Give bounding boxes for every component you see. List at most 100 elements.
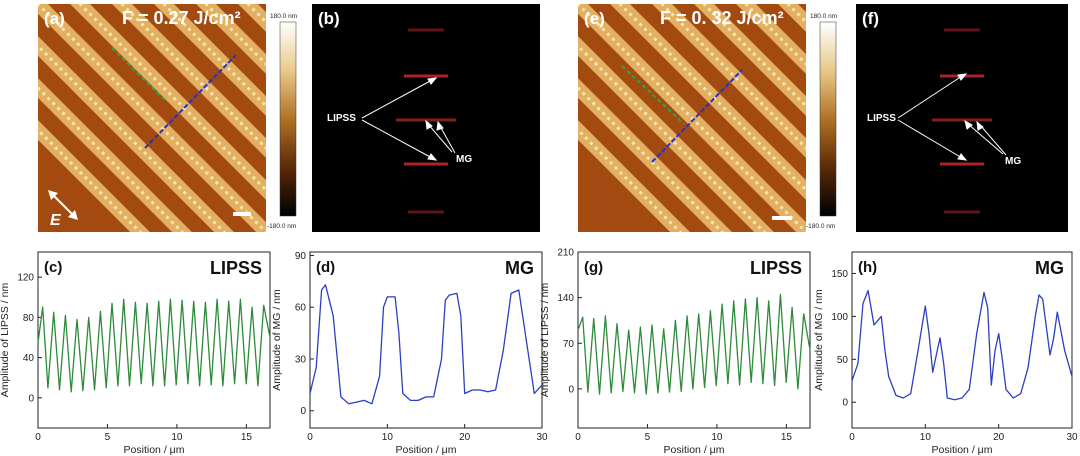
y-tick-label: 100	[831, 312, 848, 323]
colorbar-1: 180.0 nm -180.0 nm	[267, 13, 297, 230]
afm-ridge-texture	[161, 4, 266, 109]
panel-label-e: (e)	[584, 9, 605, 28]
fft-spot	[408, 210, 444, 214]
plot-frame	[37, 251, 271, 429]
x-tick-label: 10	[171, 432, 183, 443]
x-tick-label: 0	[849, 432, 855, 443]
y-tick-label: 90	[295, 251, 307, 262]
y-axis-label: Amplitude of LIPSS / nm	[0, 283, 11, 398]
x-tick-label: 10	[920, 432, 932, 443]
fft-spot	[932, 118, 992, 122]
afm-ridge-texture	[203, 4, 266, 67]
y-tick-label: 150	[831, 269, 848, 280]
chart-title: MG	[1035, 258, 1064, 278]
fft-spot	[396, 118, 456, 122]
profile-line-blue-e	[651, 69, 743, 163]
y-tick-label: 0	[28, 393, 34, 404]
fluence-label-e: F = 0. 32 J/cm²	[660, 8, 784, 28]
fft-spot	[404, 74, 448, 78]
x-tick-label: 10	[711, 432, 723, 443]
y-tick-label: 0	[300, 406, 306, 417]
chart-g: 0 5 10 15 0 70 140 210 Position / μm Amplitude of…	[539, 248, 811, 456]
y-axis-label: Amplitude of MG / nm	[271, 289, 283, 391]
series-line-mg	[309, 284, 543, 405]
series-line-mg	[851, 289, 1073, 401]
colorbar-2: 180.0 nm -180.0 nm	[806, 13, 837, 230]
e-field-label: E	[50, 212, 62, 229]
panel-label: (c)	[44, 259, 62, 276]
afm-ridge-texture	[617, 4, 806, 193]
y-axis-label: Amplitude of MG / nm	[813, 289, 825, 391]
profile-line-green-e	[621, 65, 685, 125]
colorbar-2-bottom: -180.0 nm	[806, 223, 835, 230]
afm-ridge-texture	[245, 4, 266, 25]
lipss-arrow-label-b: LIPSS	[327, 113, 356, 124]
panel-label: (d)	[316, 259, 335, 276]
afm-ridge-texture	[38, 4, 266, 232]
x-tick-label: 0	[35, 432, 41, 443]
y-tick-label: 80	[23, 313, 35, 324]
chart-title: LIPSS	[750, 258, 802, 278]
profile-line-green-a	[111, 47, 166, 101]
x-tick-label: 5	[105, 432, 111, 443]
fft-spot	[404, 162, 448, 166]
y-axis-label: Amplitude of LIPSS / nm	[539, 283, 551, 398]
y-tick-label: 0	[568, 384, 574, 395]
x-tick-label: 30	[536, 432, 548, 443]
y-tick-label: 210	[557, 248, 574, 259]
scale-bar-a	[233, 212, 251, 216]
series-line-lipss	[37, 298, 271, 393]
lipss-arrow-label-f: LIPSS	[867, 113, 896, 124]
x-tick-label: 0	[307, 432, 313, 443]
afm-ridge-texture	[578, 4, 806, 232]
x-tick-label: 20	[993, 432, 1005, 443]
afm-ridge-texture	[659, 4, 806, 151]
fluence-label-a: F = 0.27 J/cm²	[122, 8, 241, 28]
y-tick-label: 120	[17, 273, 34, 284]
afm-ridge-texture	[743, 4, 806, 67]
panel-label-f: (f)	[862, 9, 879, 28]
y-tick-label: 60	[295, 303, 307, 314]
x-tick-label: 5	[645, 432, 651, 443]
x-tick-label: 30	[1066, 432, 1078, 443]
fft-spot	[408, 28, 444, 32]
afm-ridge-texture	[701, 4, 806, 109]
colorbar-1-bottom: -180.0 nm	[267, 223, 296, 230]
chart-c: 0 5 10 15 0 40 80 120 Position / μm Amplitude of …	[0, 251, 271, 456]
mg-arrow-label-b: MG	[456, 154, 472, 165]
panel-label-b: (b)	[318, 9, 340, 28]
y-tick-label: 70	[563, 339, 575, 350]
y-tick-label: 30	[295, 354, 307, 365]
e-field-arrow-icon	[48, 190, 78, 220]
plot-frame	[309, 251, 543, 429]
afm-ridge-texture	[578, 85, 725, 232]
scale-bar-e	[772, 216, 792, 220]
panel-label: (h)	[858, 259, 877, 276]
fft-image-b: (b) LIPSS MG	[312, 4, 540, 232]
afm-image-a: E (a) F = 0.27 J/cm²	[38, 4, 266, 232]
chart-d: 0 10 20 30 0 30 60 90 Position / μm Amplitude of …	[271, 251, 548, 456]
colorbar-2-top: 180.0 nm	[810, 13, 837, 20]
chart-h: 0 10 20 30 0 50 100 150 Position / μm Amplitude o…	[813, 251, 1078, 456]
x-tick-label: 20	[459, 432, 471, 443]
afm-ridge-texture	[38, 43, 227, 232]
fft-spot	[944, 210, 980, 214]
x-axis-label: Position / μm	[664, 444, 725, 456]
y-tick-label: 40	[23, 353, 35, 364]
afm-ridge-texture	[785, 4, 806, 25]
x-tick-label: 15	[241, 432, 253, 443]
fft-spot	[944, 28, 980, 32]
x-axis-label: Position / μm	[124, 444, 185, 456]
x-axis-label: Position / μm	[932, 444, 993, 456]
fft-image-f: (f) LIPSS MG	[856, 4, 1068, 232]
fft-spot	[940, 162, 984, 166]
x-tick-label: 0	[575, 432, 581, 443]
y-tick-label: 0	[842, 398, 848, 409]
y-tick-label: 50	[837, 355, 849, 366]
afm-image-e: (e) F = 0. 32 J/cm²	[578, 4, 806, 232]
afm-ridge-texture	[38, 85, 185, 232]
chart-title: MG	[505, 258, 534, 278]
panel-label: (g)	[584, 259, 603, 276]
profile-line-blue-a	[144, 54, 237, 149]
